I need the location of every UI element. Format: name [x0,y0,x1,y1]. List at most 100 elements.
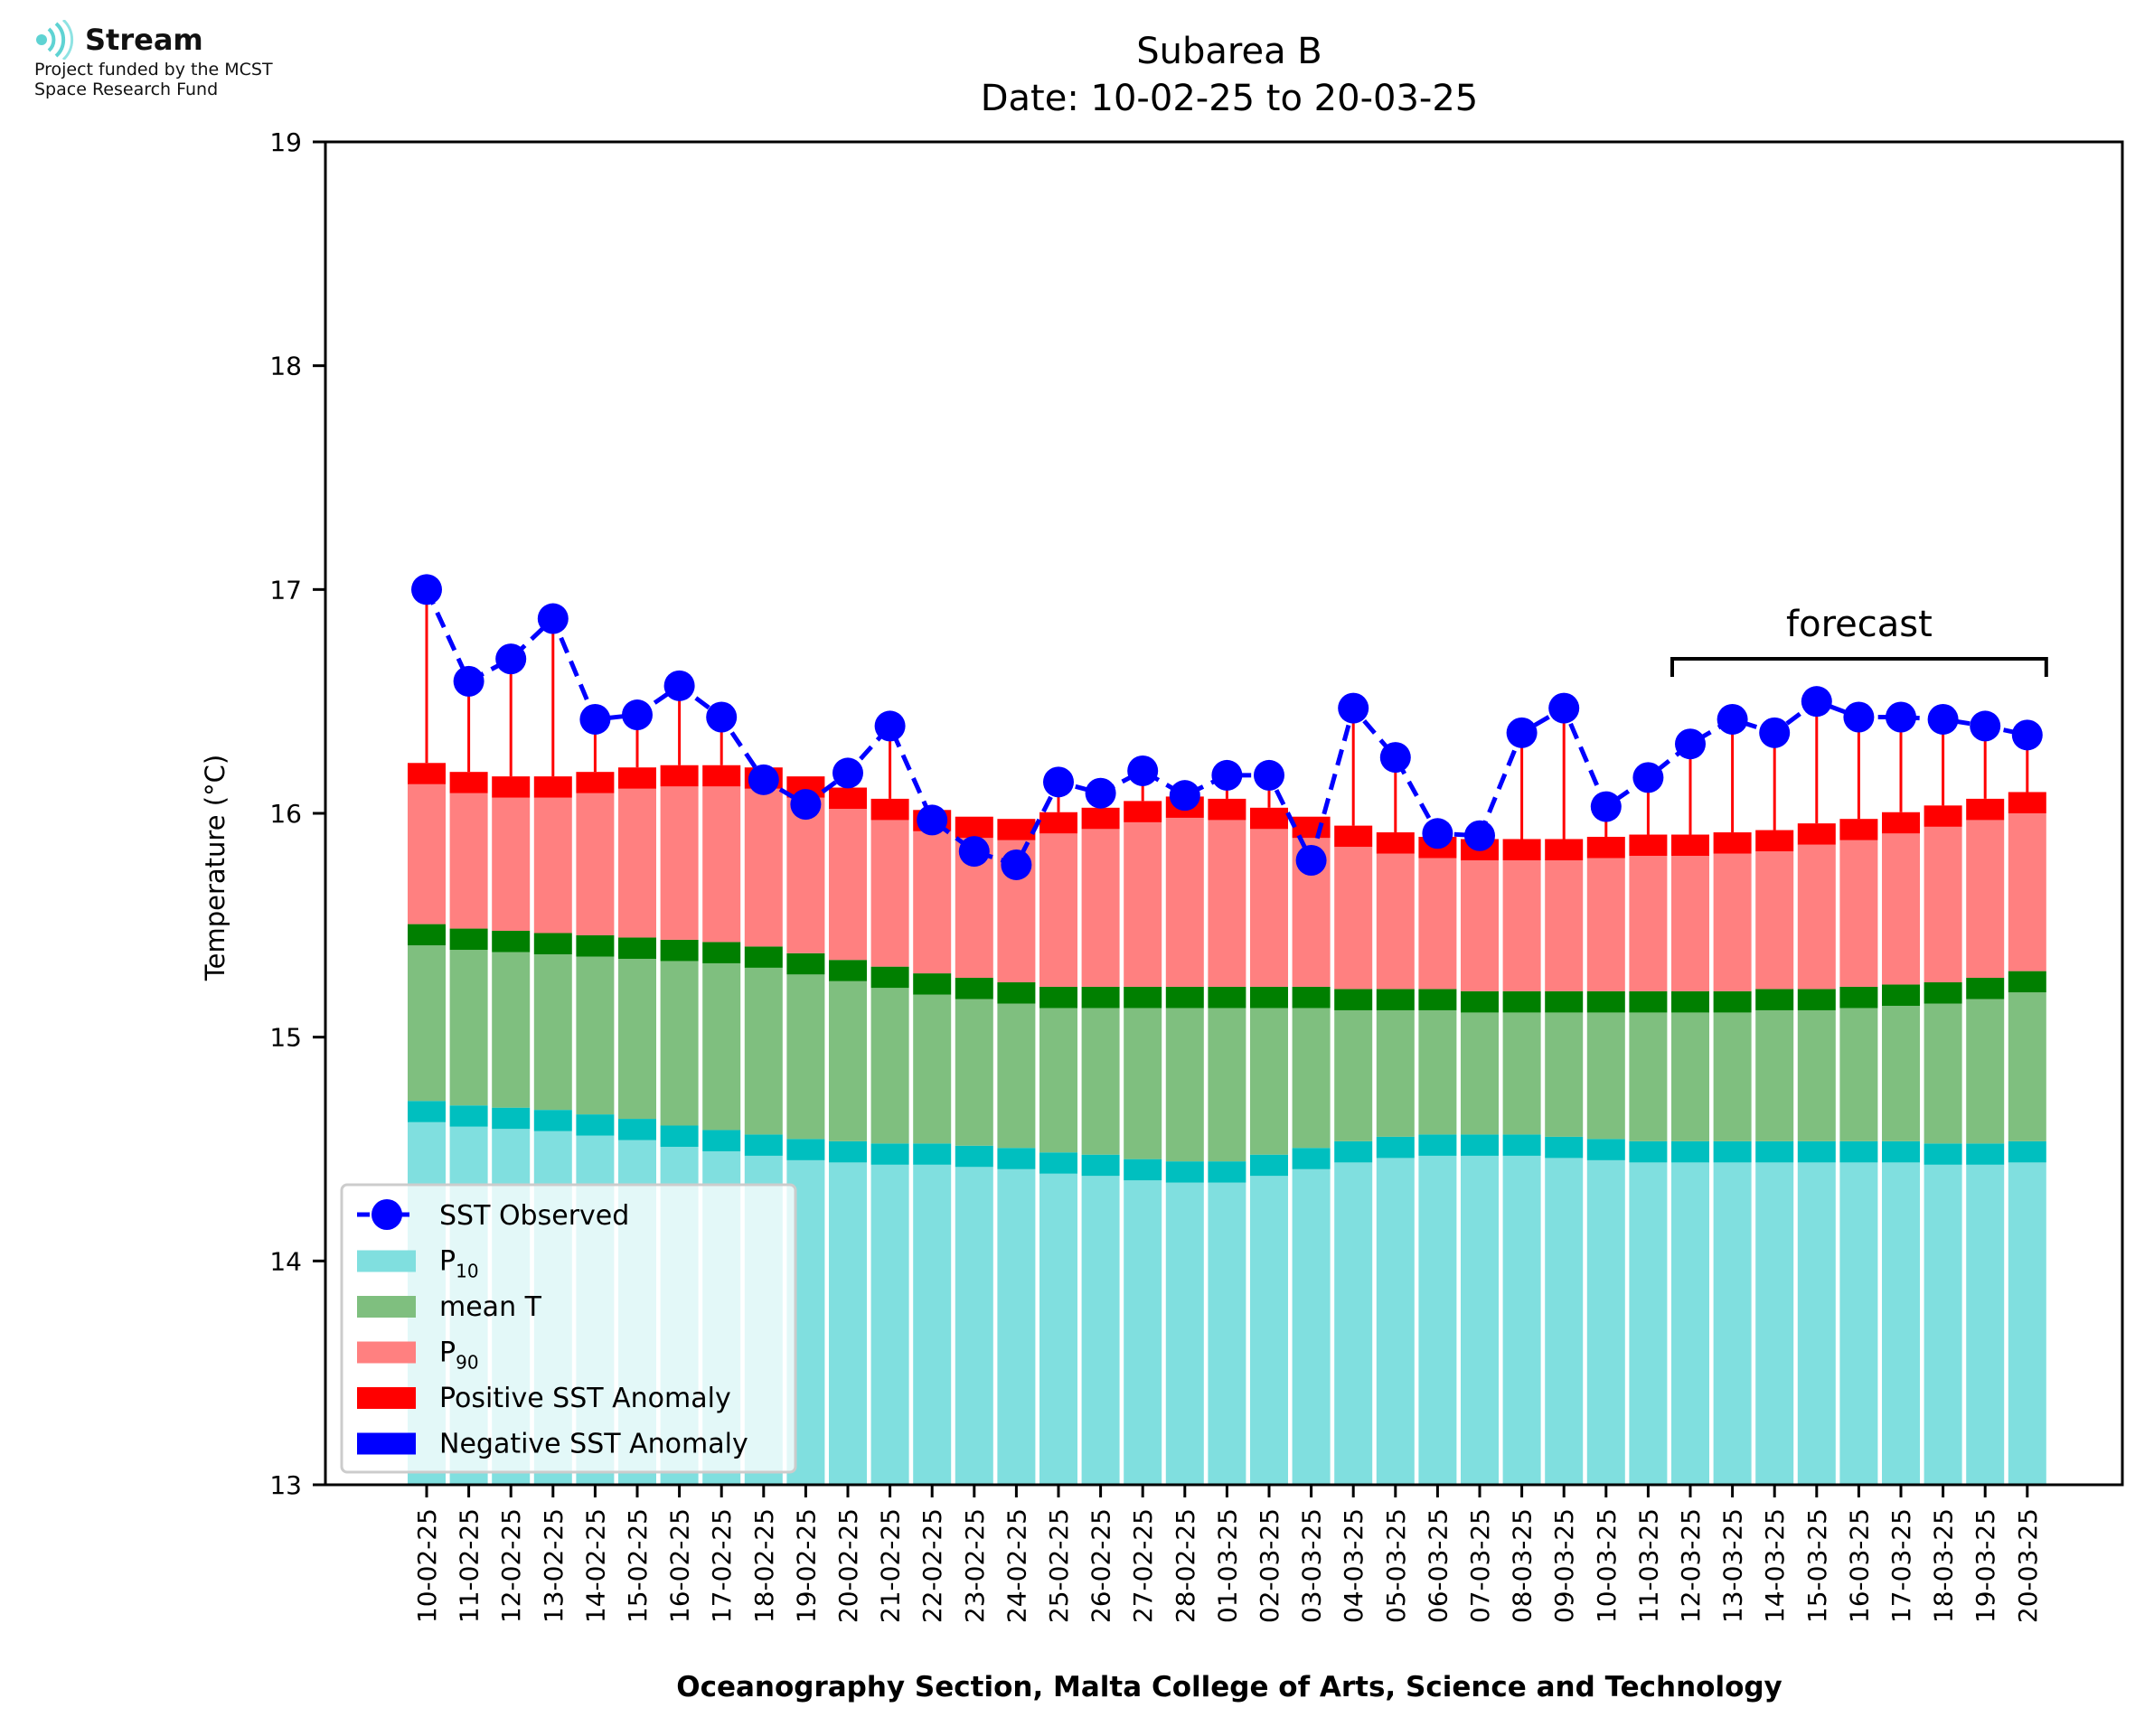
bar-p90 [1081,829,1120,987]
bar-p90-band [449,772,488,793]
bar-p10 [1502,1155,1541,1485]
bar-p90-band [1545,839,1584,861]
bar-mean-band [449,928,488,951]
bar-p10-band [1882,1140,1920,1163]
bar-mean-band [702,942,741,963]
bar-mean [1713,1012,1752,1141]
bar-mean [1418,1009,1457,1135]
bar-p10-band [1250,1154,1288,1177]
bar-mean [1797,1009,1836,1141]
x-tick-label: 14-03-25 [1760,1508,1790,1623]
bar-p10-band [576,1114,615,1136]
bar-p10-band [1208,1161,1246,1183]
bar-p90 [1882,833,1920,985]
bar-p90-band [829,787,867,810]
bar-mean-band [1081,986,1120,1009]
bar-p90 [576,793,615,935]
bar-mean-band [1966,978,2005,999]
legend-patch-swatch [357,1432,416,1455]
observed-point [1127,755,1159,786]
bar-mean [1376,1009,1415,1137]
bar-p90 [1502,860,1541,991]
x-tick-label: 12-02-25 [496,1508,526,1623]
legend-label: Positive SST Anomaly [439,1383,731,1414]
bar-p90 [533,797,572,934]
bar-p10-band [492,1107,531,1130]
x-tick-label: 26-02-25 [1086,1508,1116,1623]
bar-mean [660,961,699,1126]
bar-p90-band [997,819,1036,840]
bar-p90-band [1376,832,1415,854]
x-tick-label: 23-02-25 [960,1508,990,1623]
bar-mean-band [1208,986,1246,1009]
bar-mean [1124,1008,1162,1159]
observed-point [1675,728,1706,760]
observed-point [579,703,611,735]
bar-p10-band [786,1139,825,1160]
x-tick-label: 10-03-25 [1592,1508,1622,1623]
bar-p10-band [870,1143,909,1165]
bar-p90-band [618,767,656,789]
bar-p10 [997,1168,1036,1485]
bar-mean [1165,1008,1204,1162]
bar-p90 [1586,858,1625,991]
observed-point [1843,701,1875,733]
bar-p10 [1629,1162,1668,1485]
bar-mean-band [1418,989,1457,1010]
bar-p10 [1334,1162,1373,1485]
bar-p10 [1713,1162,1752,1485]
observed-point [411,574,442,605]
bar-p90-band [1882,812,1920,834]
observed-point [706,701,738,733]
bar-mean [1208,1008,1246,1162]
bar-mean [1292,1008,1331,1149]
y-axis-label: Temperature (°C) [200,755,230,981]
bar-p90 [1418,858,1457,990]
bar-p10-band [702,1130,741,1151]
bar-p10-band [1461,1134,1499,1156]
x-tick-label: 27-02-25 [1128,1508,1158,1623]
bar-mean [744,967,783,1135]
bar-p90 [1966,820,2005,979]
bar-mean-band [1376,989,1415,1010]
x-tick-label: 28-02-25 [1171,1508,1200,1623]
bar-p10 [1586,1159,1625,1485]
x-tick-label: 24-02-25 [1002,1508,1031,1623]
bar-p10 [1039,1173,1077,1485]
bar-p90 [1797,844,1836,990]
bar-p10 [1165,1182,1204,1485]
bar-p90 [2008,813,2046,971]
x-tick-label: 03-03-25 [1297,1508,1327,1623]
bar-p90 [870,820,909,967]
x-tick-label: 06-03-25 [1423,1508,1453,1623]
x-tick-label: 17-02-25 [707,1508,737,1623]
bar-mean-band [1165,986,1204,1009]
bar-mean [449,950,488,1106]
bar-mean [913,994,952,1144]
observed-point [1632,762,1664,793]
observed-point [874,710,906,742]
legend-marker-swatch [372,1199,402,1230]
bar-p10-band [618,1119,656,1140]
bar-mean [955,999,993,1146]
stream-wave-icon [36,20,74,60]
legend-patch-swatch [357,1387,416,1409]
bar-p90-band [1839,819,1878,840]
bar-p10-band [1839,1140,1878,1163]
bar-p90-band [1713,832,1752,854]
bar-p10 [1376,1158,1415,1485]
x-tick-label: 04-03-25 [1339,1508,1369,1623]
bar-mean-band [576,934,615,957]
logo-block: Stream Project funded by the MCST Space … [34,20,273,99]
bar-p10 [1839,1162,1878,1485]
observed-point [1886,701,1916,733]
bar-mean [829,981,867,1141]
bar-mean [786,974,825,1140]
observed-point [1970,710,2001,742]
bar-mean-band [829,960,867,981]
bar-p90-band [1292,816,1331,839]
x-tick-label: 18-03-25 [1929,1508,1959,1623]
bar-mean-band [955,978,993,999]
bar-p10-band [1334,1140,1373,1163]
